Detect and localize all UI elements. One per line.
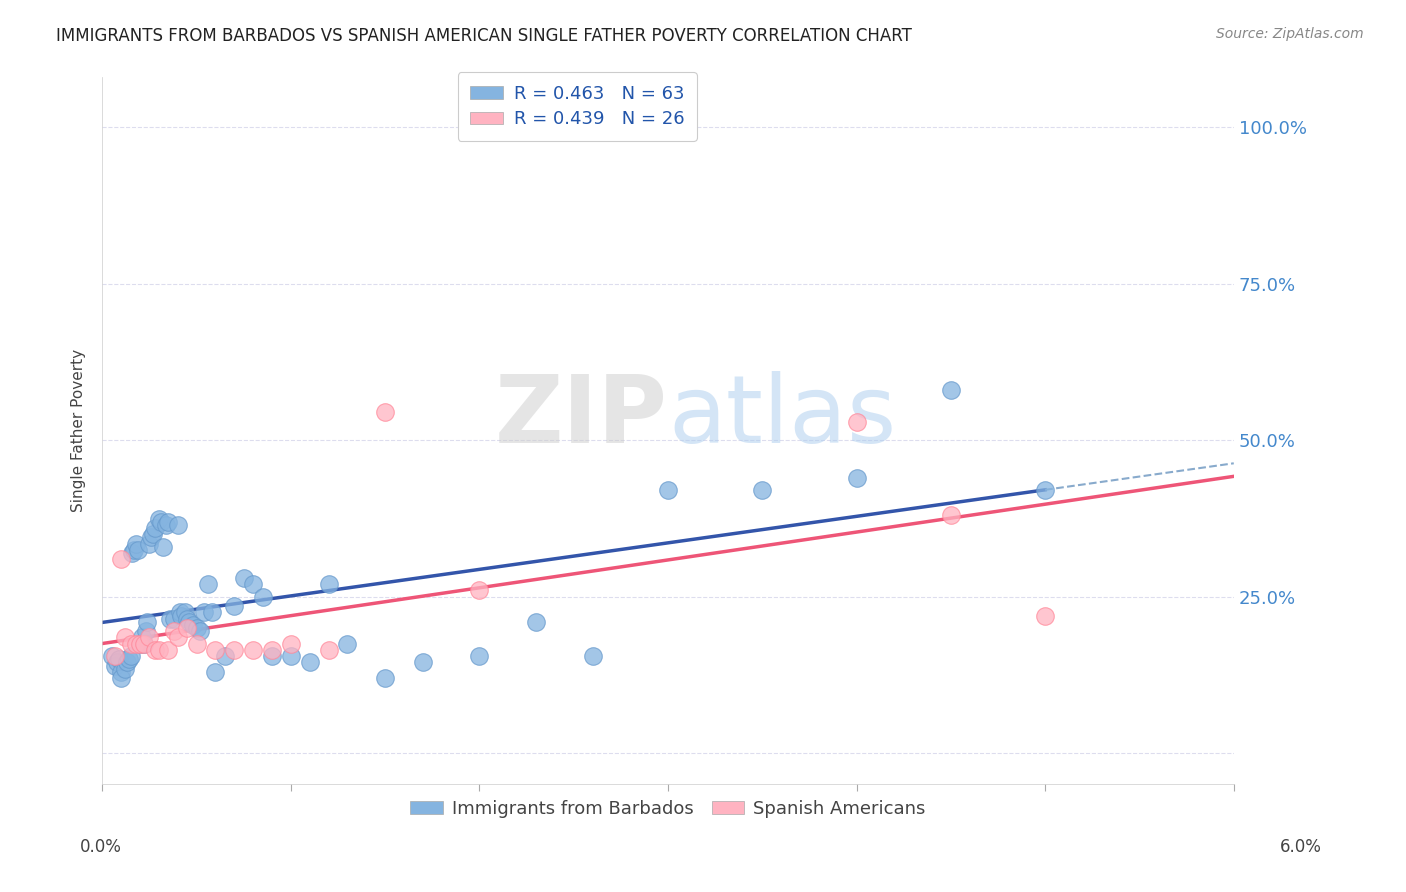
- Point: [114, 662, 136, 676]
- Point: [129, 637, 152, 651]
- Point: [155, 517, 177, 532]
- Point: [200, 606, 222, 620]
- Point: [468, 649, 491, 664]
- Point: [318, 643, 340, 657]
- Point: [939, 508, 962, 523]
- Point: [163, 612, 186, 626]
- Point: [132, 637, 155, 651]
- Point: [336, 637, 359, 651]
- Point: [157, 643, 180, 657]
- Point: [138, 631, 160, 645]
- Point: [242, 643, 264, 657]
- Point: [115, 656, 138, 670]
- Point: [117, 652, 139, 666]
- Point: [188, 624, 211, 639]
- Text: IMMIGRANTS FROM BARBADOS VS SPANISH AMERICAN SINGLE FATHER POVERTY CORRELATION C: IMMIGRANTS FROM BARBADOS VS SPANISH AMER…: [56, 27, 912, 45]
- Point: [186, 621, 208, 635]
- Point: [232, 571, 254, 585]
- Point: [374, 405, 396, 419]
- Text: atlas: atlas: [668, 371, 896, 463]
- Point: [143, 521, 166, 535]
- Point: [1033, 608, 1056, 623]
- Point: [159, 612, 181, 626]
- Point: [412, 656, 434, 670]
- Point: [214, 649, 236, 664]
- Point: [143, 643, 166, 657]
- Point: [845, 471, 868, 485]
- Point: [260, 649, 283, 664]
- Point: [125, 637, 148, 651]
- Point: [129, 637, 152, 651]
- Point: [170, 608, 193, 623]
- Point: [1033, 483, 1056, 498]
- Point: [148, 643, 170, 657]
- Point: [138, 536, 160, 550]
- Point: [374, 671, 396, 685]
- Point: [751, 483, 773, 498]
- Point: [142, 527, 165, 541]
- Text: ZIP: ZIP: [495, 371, 668, 463]
- Point: [204, 665, 226, 679]
- Point: [252, 590, 274, 604]
- Point: [204, 643, 226, 657]
- Point: [108, 652, 131, 666]
- Point: [524, 615, 547, 629]
- Point: [169, 606, 191, 620]
- Point: [104, 649, 127, 664]
- Point: [197, 577, 219, 591]
- Point: [174, 606, 197, 620]
- Point: [114, 631, 136, 645]
- Point: [166, 631, 188, 645]
- Point: [125, 536, 148, 550]
- Point: [939, 384, 962, 398]
- Text: 6.0%: 6.0%: [1279, 838, 1322, 855]
- Point: [260, 643, 283, 657]
- Point: [149, 515, 172, 529]
- Point: [193, 606, 215, 620]
- Point: [181, 618, 204, 632]
- Point: [124, 542, 146, 557]
- Point: [176, 612, 198, 626]
- Point: [157, 515, 180, 529]
- Y-axis label: Single Father Poverty: Single Father Poverty: [72, 350, 86, 513]
- Point: [127, 542, 149, 557]
- Point: [152, 540, 174, 554]
- Point: [104, 658, 127, 673]
- Point: [110, 552, 132, 566]
- Point: [224, 643, 246, 657]
- Point: [242, 577, 264, 591]
- Point: [136, 615, 159, 629]
- Point: [166, 517, 188, 532]
- Point: [105, 656, 128, 670]
- Point: [110, 665, 132, 679]
- Legend: Immigrants from Barbados, Spanish Americans: Immigrants from Barbados, Spanish Americ…: [404, 792, 932, 825]
- Point: [176, 621, 198, 635]
- Point: [110, 671, 132, 685]
- Point: [148, 511, 170, 525]
- Point: [581, 649, 603, 664]
- Point: [186, 637, 208, 651]
- Point: [120, 637, 142, 651]
- Point: [657, 483, 679, 498]
- Point: [163, 624, 186, 639]
- Point: [298, 656, 321, 670]
- Point: [845, 415, 868, 429]
- Point: [132, 637, 155, 651]
- Point: [135, 624, 157, 639]
- Point: [120, 649, 142, 664]
- Text: Source: ZipAtlas.com: Source: ZipAtlas.com: [1216, 27, 1364, 41]
- Point: [121, 546, 143, 560]
- Point: [100, 649, 122, 664]
- Point: [141, 530, 163, 544]
- Point: [280, 637, 302, 651]
- Point: [224, 599, 246, 614]
- Point: [177, 615, 200, 629]
- Point: [131, 631, 153, 645]
- Point: [468, 583, 491, 598]
- Point: [280, 649, 302, 664]
- Point: [318, 577, 340, 591]
- Text: 0.0%: 0.0%: [80, 838, 122, 855]
